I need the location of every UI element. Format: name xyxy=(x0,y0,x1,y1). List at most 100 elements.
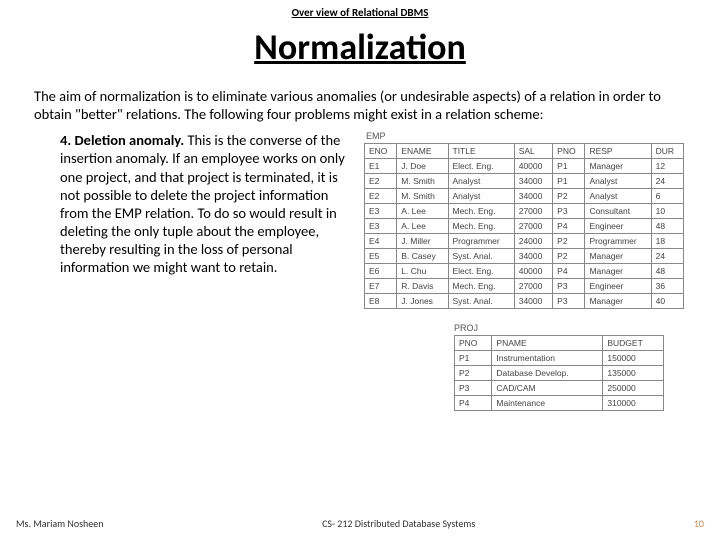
table-cell: Elect. Eng. xyxy=(448,264,514,279)
table-cell: 24 xyxy=(651,249,683,264)
table-header-cell: TITLE xyxy=(448,144,514,159)
table-cell: Manager xyxy=(585,294,651,309)
table-cell: Engineer xyxy=(585,279,651,294)
table-cell: 27000 xyxy=(514,204,552,219)
table-cell: P3 xyxy=(553,204,585,219)
emp-table: ENOENAMETITLESALPNORESPDUR E1J. Doe Elect… xyxy=(364,143,684,309)
table-cell: P3 xyxy=(455,381,492,396)
table-cell: 10 xyxy=(651,204,683,219)
table-cell: Mech. Eng. xyxy=(448,279,514,294)
table-cell: Manager xyxy=(585,264,651,279)
table-cell: P4 xyxy=(455,396,492,411)
table-cell: A. Lee xyxy=(397,204,448,219)
footer-course: CS- 212 Distributed Database Systems xyxy=(322,517,475,530)
table-cell: E4 xyxy=(365,234,397,249)
table-cell: Consultant xyxy=(585,204,651,219)
table-cell: A. Lee xyxy=(397,219,448,234)
table-cell: Syst. Anal. xyxy=(448,249,514,264)
table-cell: Analyst xyxy=(448,189,514,204)
table-header-cell: ENAME xyxy=(397,144,448,159)
table-cell: 34000 xyxy=(514,294,552,309)
footer-author: Ms. Mariam Nosheen xyxy=(16,517,104,530)
table-cell: 36 xyxy=(651,279,683,294)
table-cell: R. Davis xyxy=(397,279,448,294)
table-header-cell: DUR xyxy=(651,144,683,159)
table-cell: J. Miller xyxy=(397,234,448,249)
table-cell: E7 xyxy=(365,279,397,294)
anomaly-paragraph: 4. Deletion anomaly. This is the convers… xyxy=(60,131,360,425)
table-row: P2Database Develop.135000 xyxy=(455,366,664,381)
table-cell: P3 xyxy=(553,279,585,294)
table-cell: P1 xyxy=(553,174,585,189)
proj-table-label: PROJ xyxy=(454,323,710,333)
table-cell: 40000 xyxy=(514,264,552,279)
table-row: E8J. JonesSyst. Anal.34000P3Manager40 xyxy=(365,294,684,309)
table-cell: Programmer xyxy=(448,234,514,249)
table-cell: E1 xyxy=(365,159,397,174)
intro-paragraph: The aim of normalization is to eliminate… xyxy=(0,69,720,123)
table-cell: 135000 xyxy=(603,366,664,381)
proj-table-wrap: PROJ PNOPNAMEBUDGET P1Instrumentation150… xyxy=(364,323,710,411)
table-cell: Mech. Eng. xyxy=(448,219,514,234)
table-cell: P4 xyxy=(553,264,585,279)
emp-table-wrap: EMP ENOENAMETITLESALPNORESPDUR E1J. DoeE… xyxy=(364,131,710,309)
table-row: P1Instrumentation150000 xyxy=(455,351,664,366)
table-cell: 6 xyxy=(651,189,683,204)
table-cell: 24000 xyxy=(514,234,552,249)
table-cell: E6 xyxy=(365,264,397,279)
table-cell: 48 xyxy=(651,219,683,234)
table-row: E4J. MillerProgrammer24000P2Programmer18 xyxy=(365,234,684,249)
table-cell: B. Casey xyxy=(397,249,448,264)
table-header-cell: ENO xyxy=(365,144,397,159)
table-header-cell: PNO xyxy=(553,144,585,159)
table-header-cell: PNO xyxy=(455,336,492,351)
table-cell: P2 xyxy=(553,234,585,249)
footer-page: 10 xyxy=(694,517,704,530)
table-cell: 40000 xyxy=(514,159,552,174)
table-header-cell: RESP xyxy=(585,144,651,159)
table-cell: 24 xyxy=(651,174,683,189)
table-cell: E2 xyxy=(365,174,397,189)
table-cell: Analyst xyxy=(585,174,651,189)
table-header-cell: SAL xyxy=(514,144,552,159)
table-cell: CAD/CAM xyxy=(492,381,603,396)
proj-table: PNOPNAMEBUDGET P1Instrumentation150000P2… xyxy=(454,335,664,411)
header-overline: Over view of Relational DBMS xyxy=(0,0,720,19)
table-cell: Analyst xyxy=(448,174,514,189)
table-cell: J. Doe xyxy=(397,159,448,174)
anomaly-name: Deletion anomaly. xyxy=(75,131,185,149)
table-cell: Analyst xyxy=(585,189,651,204)
table-cell: P2 xyxy=(553,189,585,204)
table-cell: 27000 xyxy=(514,279,552,294)
anomaly-text: This is the converse of the insertion an… xyxy=(60,131,345,276)
table-cell: E8 xyxy=(365,294,397,309)
table-cell: M. Smith xyxy=(397,174,448,189)
table-cell: J. Jones xyxy=(397,294,448,309)
table-cell: 12 xyxy=(651,159,683,174)
emp-table-label: EMP xyxy=(366,131,710,141)
table-cell: 250000 xyxy=(603,381,664,396)
content-row: 4. Deletion anomaly. This is the convers… xyxy=(0,123,720,425)
table-cell: Maintenance xyxy=(492,396,603,411)
anomaly-number: 4. xyxy=(60,131,71,149)
table-cell: E2 xyxy=(365,189,397,204)
table-cell: P1 xyxy=(553,159,585,174)
table-row: E6L. ChuElect. Eng.40000P4Manager48 xyxy=(365,264,684,279)
table-cell: 34000 xyxy=(514,249,552,264)
table-cell: Manager xyxy=(585,159,651,174)
table-cell: 27000 xyxy=(514,219,552,234)
table-cell: E3 xyxy=(365,219,397,234)
table-cell: E3 xyxy=(365,204,397,219)
table-row: E2M. SmithAnalyst34000P2Analyst6 xyxy=(365,189,684,204)
tables-column: EMP ENOENAMETITLESALPNORESPDUR E1J. DoeE… xyxy=(360,131,710,425)
table-header-cell: BUDGET xyxy=(603,336,664,351)
page-title: Normalization xyxy=(0,25,720,69)
table-cell: Engineer xyxy=(585,219,651,234)
table-row: P4Maintenance310000 xyxy=(455,396,664,411)
table-cell: Programmer xyxy=(585,234,651,249)
table-cell: Instrumentation xyxy=(492,351,603,366)
table-cell: Manager xyxy=(585,249,651,264)
table-cell: P3 xyxy=(553,294,585,309)
footer: Ms. Mariam Nosheen CS- 212 Distributed D… xyxy=(0,517,720,530)
table-row: E5B. CaseySyst. Anal.34000P2Manager24 xyxy=(365,249,684,264)
